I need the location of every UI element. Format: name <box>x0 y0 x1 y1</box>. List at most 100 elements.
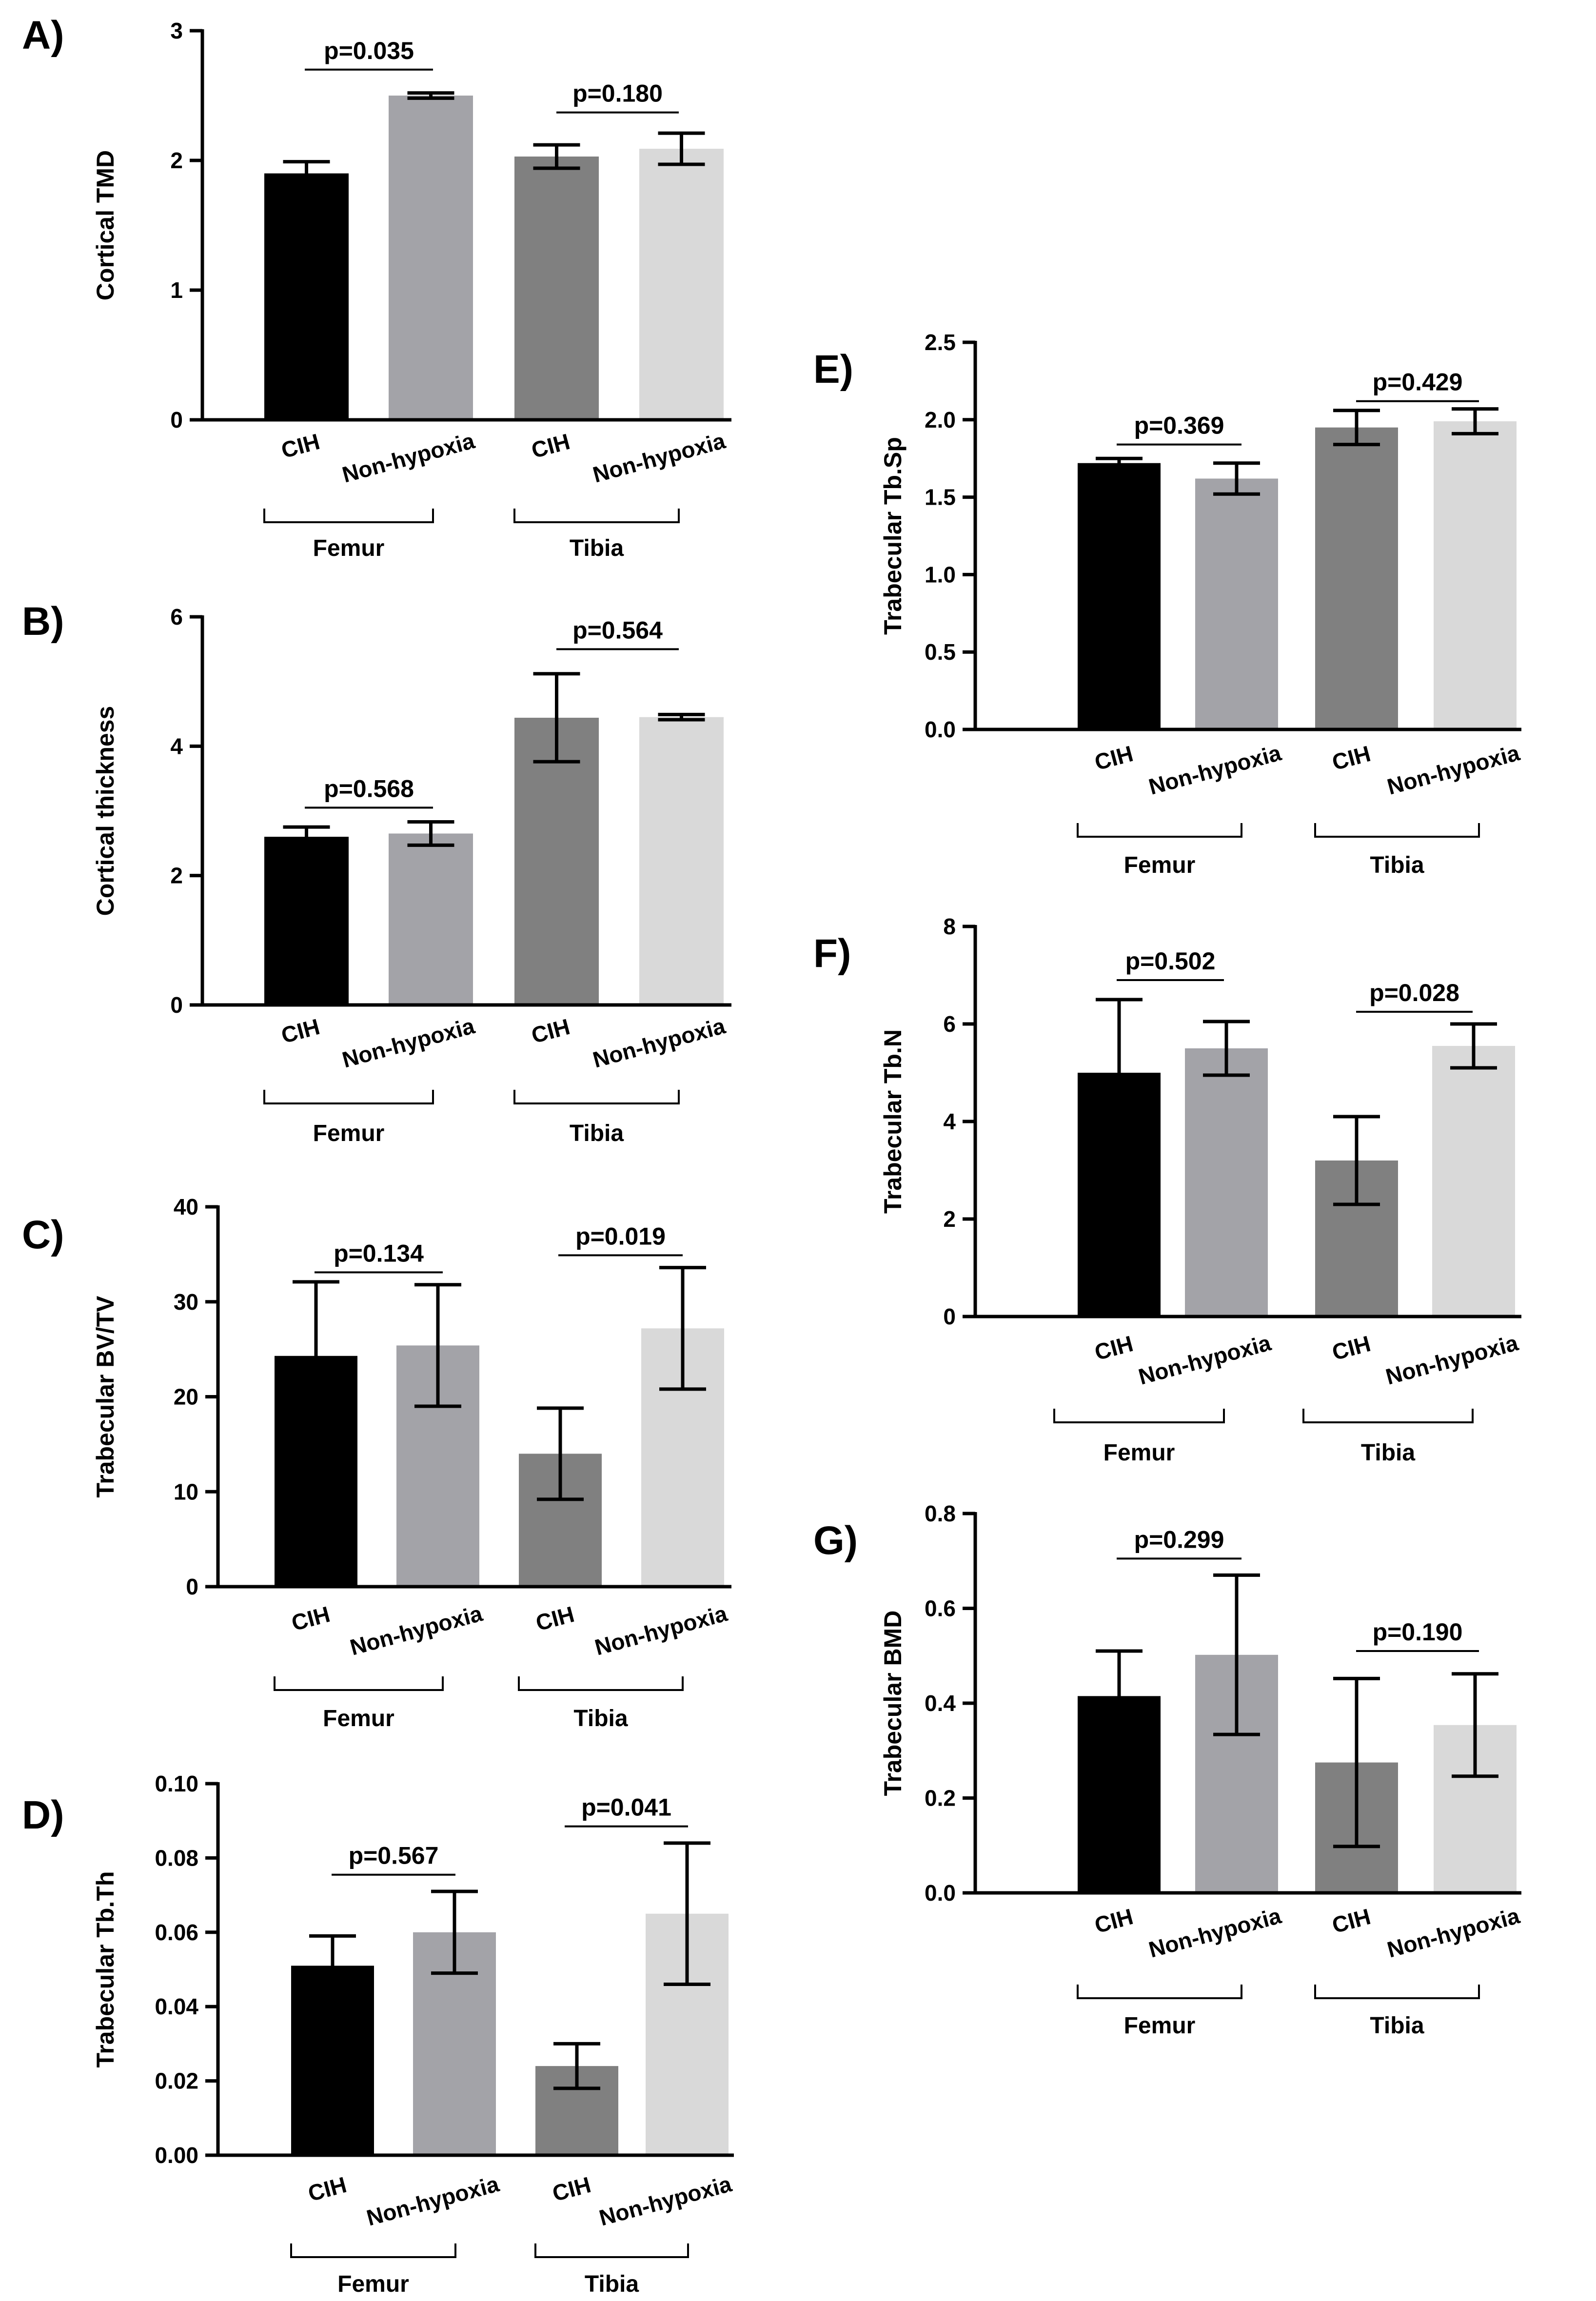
error-bar <box>1096 456 1143 470</box>
x-category-label: Non-hypoxia <box>339 1013 477 1072</box>
y-tick-label: 2.0 <box>925 407 956 433</box>
y-tick-label: 0 <box>943 1304 956 1329</box>
x-category-label: Non-hypoxia <box>596 2171 734 2230</box>
x-category-label: CIH <box>1092 1331 1136 1365</box>
bar-non-hypoxia-femur <box>1195 478 1278 729</box>
p-value-label: p=0.567 <box>349 1842 439 1869</box>
bar-cih-femur <box>1078 463 1161 729</box>
p-value-label: p=0.180 <box>572 80 663 107</box>
p-value-label: p=0.299 <box>1134 1526 1224 1553</box>
p-value-label: p=0.502 <box>1125 947 1216 975</box>
y-tick-label: 4 <box>943 1109 956 1134</box>
x-category-label: Non-hypoxia <box>1146 740 1284 799</box>
error-bar <box>407 91 454 100</box>
y-axis-label: Trabecular BMD <box>879 1611 906 1796</box>
group-label-tibia: Tibia <box>1361 1440 1415 1466</box>
group-label-femur: Femur <box>313 535 385 561</box>
y-tick-label: 6 <box>943 1011 956 1037</box>
error-bar <box>533 672 580 764</box>
y-tick-label: 0.10 <box>155 1771 198 1796</box>
y-axis-label: Trabecular Tb.N <box>879 1029 906 1214</box>
x-category-label: Non-hypoxia <box>1383 1330 1521 1389</box>
y-tick-label: 4 <box>170 733 183 759</box>
error-bar <box>1203 1020 1250 1077</box>
group-label-femur: Femur <box>323 1706 394 1731</box>
panel-label: A) <box>22 13 64 58</box>
y-tick-label: 0.6 <box>925 1596 956 1621</box>
y-tick-label: 40 <box>174 1194 198 1219</box>
x-category-label: CIH <box>1329 1331 1373 1365</box>
chart-panel-5: E) Trabecular Tb.Sp 0.0 0.5 1.0 1.5 2.0 2.5 p=0.… <box>813 330 1522 878</box>
error-bar <box>293 1280 339 1432</box>
y-tick-label: 0.08 <box>155 1845 198 1870</box>
bar-cih-tibia <box>1315 427 1398 729</box>
error-bar <box>283 160 330 187</box>
bar-cih-tibia <box>514 717 599 1005</box>
group-bracket <box>290 2243 456 2258</box>
error-bar <box>309 1934 356 1997</box>
y-tick-label: 2 <box>943 1206 956 1232</box>
p-value-label: p=0.035 <box>324 37 414 64</box>
y-axis-label: Cortical TMD <box>92 150 119 300</box>
group-bracket <box>513 1090 680 1104</box>
error-bar <box>664 1841 710 1986</box>
p-value-label: p=0.429 <box>1373 369 1463 396</box>
y-tick-label: 10 <box>174 1479 198 1504</box>
panel-label: D) <box>22 1793 64 1837</box>
y-tick-label: 0.00 <box>155 2143 198 2168</box>
group-label-tibia: Tibia <box>1370 852 1424 878</box>
group-label-femur: Femur <box>313 1121 385 1146</box>
p-value-label: p=0.564 <box>572 616 663 644</box>
error-bar <box>1333 1115 1380 1206</box>
p-value-label: p=0.568 <box>324 775 414 802</box>
error-bar <box>533 143 580 170</box>
y-tick-label: 2 <box>170 863 183 888</box>
x-category-label: Non-hypoxia <box>339 428 477 487</box>
chart-panel-4: D) Trabecular Tb.Th 0.00 0.02 0.04 0.06 0.08 0.… <box>22 1771 734 2297</box>
y-axis-label: Trabecular Tb.Sp <box>879 437 906 635</box>
y-tick-label: 8 <box>943 914 956 939</box>
y-tick-label: 0 <box>186 1574 198 1599</box>
group-label-femur: Femur <box>1124 2013 1196 2039</box>
x-category-label: Non-hypoxia <box>1384 740 1522 799</box>
x-category-label: Non-hypoxia <box>590 1013 728 1072</box>
x-category-label: Non-hypoxia <box>347 1600 485 1660</box>
bar-cih-tibia <box>514 157 599 420</box>
y-tick-label: 0.2 <box>925 1786 956 1811</box>
chart-panel-3: C) Trabecular BV/TV 0 10 20 30 40 p=0.134 p=0.01… <box>22 1194 731 1731</box>
x-category-label: Non-hypoxia <box>364 2171 502 2230</box>
group-label-femur: Femur <box>1124 852 1196 878</box>
x-category-label: CIH <box>289 1601 333 1636</box>
error-bar <box>1450 1022 1497 1070</box>
y-tick-label: 1.5 <box>925 485 956 510</box>
panel-label: E) <box>813 347 853 392</box>
y-tick-label: 3 <box>170 18 183 43</box>
error-bar <box>537 1406 584 1501</box>
x-category-label: Non-hypoxia <box>1136 1330 1274 1389</box>
panel-label: G) <box>813 1518 858 1563</box>
group-bracket <box>1302 1409 1474 1423</box>
x-category-label: Non-hypoxia <box>1146 1903 1284 1962</box>
group-bracket <box>518 1676 684 1691</box>
y-axis-label: Cortical thickness <box>92 706 119 916</box>
x-category-label: CIH <box>278 1014 322 1048</box>
y-tick-label: 2 <box>170 148 183 173</box>
group-bracket <box>263 1090 434 1104</box>
panel-label: C) <box>22 1213 64 1257</box>
error-bar <box>658 712 705 722</box>
error-bar <box>1452 407 1498 435</box>
x-category-label: Non-hypoxia <box>592 1600 730 1660</box>
y-tick-label: 1 <box>170 277 183 303</box>
y-tick-label: 0.4 <box>925 1691 956 1716</box>
y-tick-label: 2.5 <box>925 330 956 355</box>
group-bracket <box>1314 1985 1480 1999</box>
p-value-label: p=0.028 <box>1369 979 1459 1006</box>
group-label-femur: Femur <box>1103 1440 1175 1466</box>
y-tick-label: 0.5 <box>925 639 956 665</box>
x-category-label: CIH <box>1329 1904 1373 1938</box>
y-tick-label: 0.02 <box>155 2068 198 2094</box>
group-label-femur: Femur <box>337 2271 409 2297</box>
error-bar <box>407 820 454 847</box>
